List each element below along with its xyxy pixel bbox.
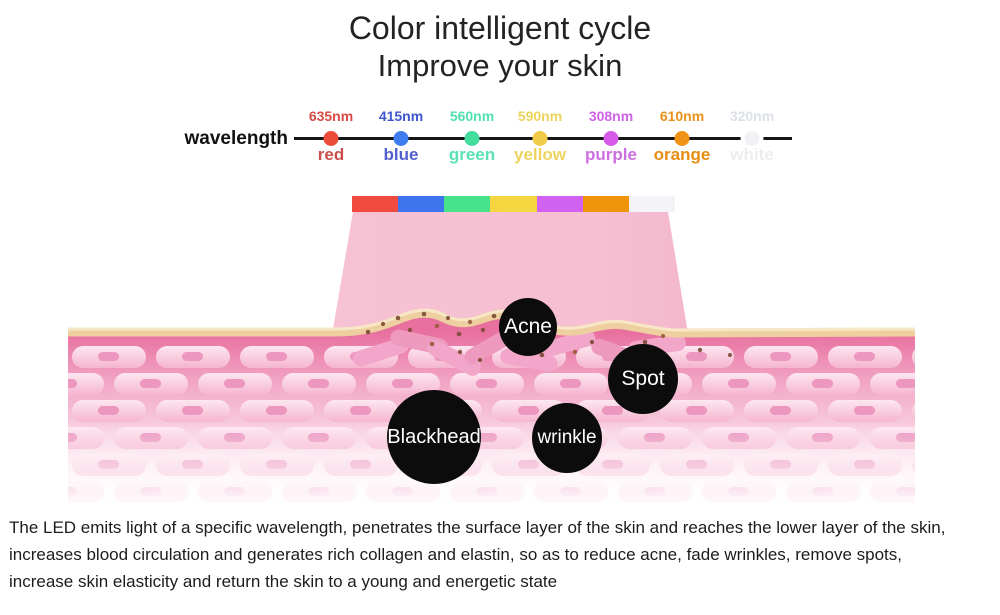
red-nm-label: 635nm (308, 108, 354, 124)
yellow-color-name-label: yellow (514, 145, 566, 164)
orange-color-name-label: orange (653, 145, 711, 164)
acne-bubble-label: Acne (504, 315, 552, 338)
description-line-1: The LED emits light of a specific wavele… (9, 518, 946, 537)
color-bar-segment-5 (582, 196, 629, 212)
green-color-name-label: green (448, 145, 496, 164)
orange-nm-label: 610nm (659, 108, 705, 124)
white-wavelength-dot (744, 131, 760, 146)
white-color-name-label: white (730, 145, 774, 164)
page-subtitle: Improve your skin (377, 48, 623, 83)
yellow-nm-label: 590nm (517, 108, 563, 124)
acne-bubble: Acne (499, 298, 557, 356)
color-bar-segment-4 (536, 196, 583, 212)
color-bar-segment-0 (352, 196, 399, 212)
color-bar-segment-1 (398, 196, 445, 212)
blackhead-bubble-label: Blackhead (387, 425, 481, 448)
yellow-wavelength-dot (532, 131, 548, 146)
spot-bubble: Spot (608, 344, 678, 414)
wrinkle-bubble: wrinkle (532, 403, 602, 473)
white-nm-label: 320nm (729, 108, 775, 124)
wrinkle-bubble-label: wrinkle (537, 427, 597, 448)
purple-color-name-label: purple (585, 145, 637, 164)
color-bar-segment-2 (444, 196, 491, 212)
orange-wavelength-dot (674, 131, 690, 146)
skin-cross-section-illustration (60, 308, 940, 512)
blue-wavelength-dot (393, 131, 409, 146)
red-wavelength-dot (323, 131, 339, 146)
blue-nm-label: 415nm (378, 108, 424, 124)
green-wavelength-dot (464, 131, 480, 146)
description-paragraph: The LED emits light of a specific wavele… (9, 514, 997, 595)
color-bar-segment-3 (490, 196, 537, 212)
description-line-3: increase skin elasticity and return the … (9, 572, 558, 591)
wavelength-axis-label: wavelength (184, 128, 288, 149)
purple-wavelength-dot (603, 131, 619, 146)
spot-bubble-label: Spot (621, 367, 665, 390)
color-bar-segment-6 (628, 196, 675, 212)
description-line-2: increases blood circulation and generate… (9, 545, 903, 564)
purple-nm-label: 308nm (588, 108, 634, 124)
red-color-name-label: red (317, 145, 345, 164)
led-color-bar (352, 196, 675, 212)
green-nm-label: 560nm (449, 108, 495, 124)
blackhead-bubble: Blackhead (387, 390, 481, 484)
page-title: Color intelligent cycle (348, 10, 652, 46)
blue-color-name-label: blue (383, 145, 419, 164)
